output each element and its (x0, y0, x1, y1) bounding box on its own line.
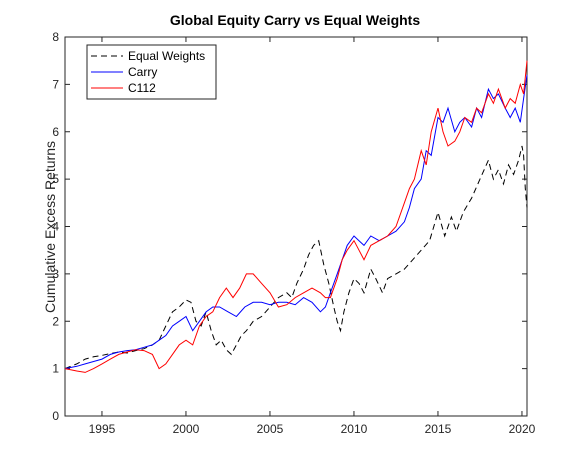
legend-label: Equal Weights (128, 49, 205, 63)
plot-axes: 0 1 2 3 4 5 6 7 8 1995 2000 2005 2010 2015 2020 (52, 30, 535, 436)
x-tick-label: 2020 (509, 422, 536, 436)
y-tick-label: 4 (52, 220, 59, 234)
x-tick-label: 1995 (89, 422, 116, 436)
y-tick-label: 8 (52, 30, 59, 44)
legend: Equal Weights Carry C112 (86, 44, 217, 100)
series-line-c112 (64, 60, 528, 373)
y-tick-label: 7 (52, 77, 59, 91)
x-tick-label: 2010 (341, 422, 368, 436)
series-lines (64, 60, 528, 373)
chart-title: Global Equity Carry vs Equal Weights (170, 12, 420, 28)
legend-label: Carry (128, 65, 157, 79)
y-tick-label: 1 (52, 362, 59, 376)
legend-label: C112 (128, 81, 156, 95)
series-line-carry (64, 74, 528, 370)
y-tick-label: 0 (52, 409, 59, 423)
x-tick-label: 2000 (173, 422, 200, 436)
y-tick-label: 5 (52, 172, 59, 186)
x-tick-label: 2005 (257, 422, 284, 436)
y-tick-label: 6 (52, 125, 59, 139)
y-axis-label: Cumulative Excess Returns (42, 141, 58, 313)
x-tick-label: 2015 (425, 422, 452, 436)
series-line-equal-weights (64, 145, 528, 370)
y-tick-label: 2 (52, 314, 59, 328)
y-tick-label: 3 (52, 267, 59, 281)
